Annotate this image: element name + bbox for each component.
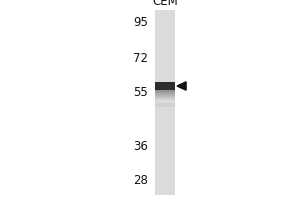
Text: 95: 95 — [133, 16, 148, 28]
Text: 28: 28 — [133, 173, 148, 186]
Text: 36: 36 — [133, 140, 148, 154]
Polygon shape — [177, 82, 186, 90]
Text: CEM: CEM — [152, 0, 178, 8]
Text: 72: 72 — [133, 51, 148, 64]
Text: 55: 55 — [133, 86, 148, 99]
